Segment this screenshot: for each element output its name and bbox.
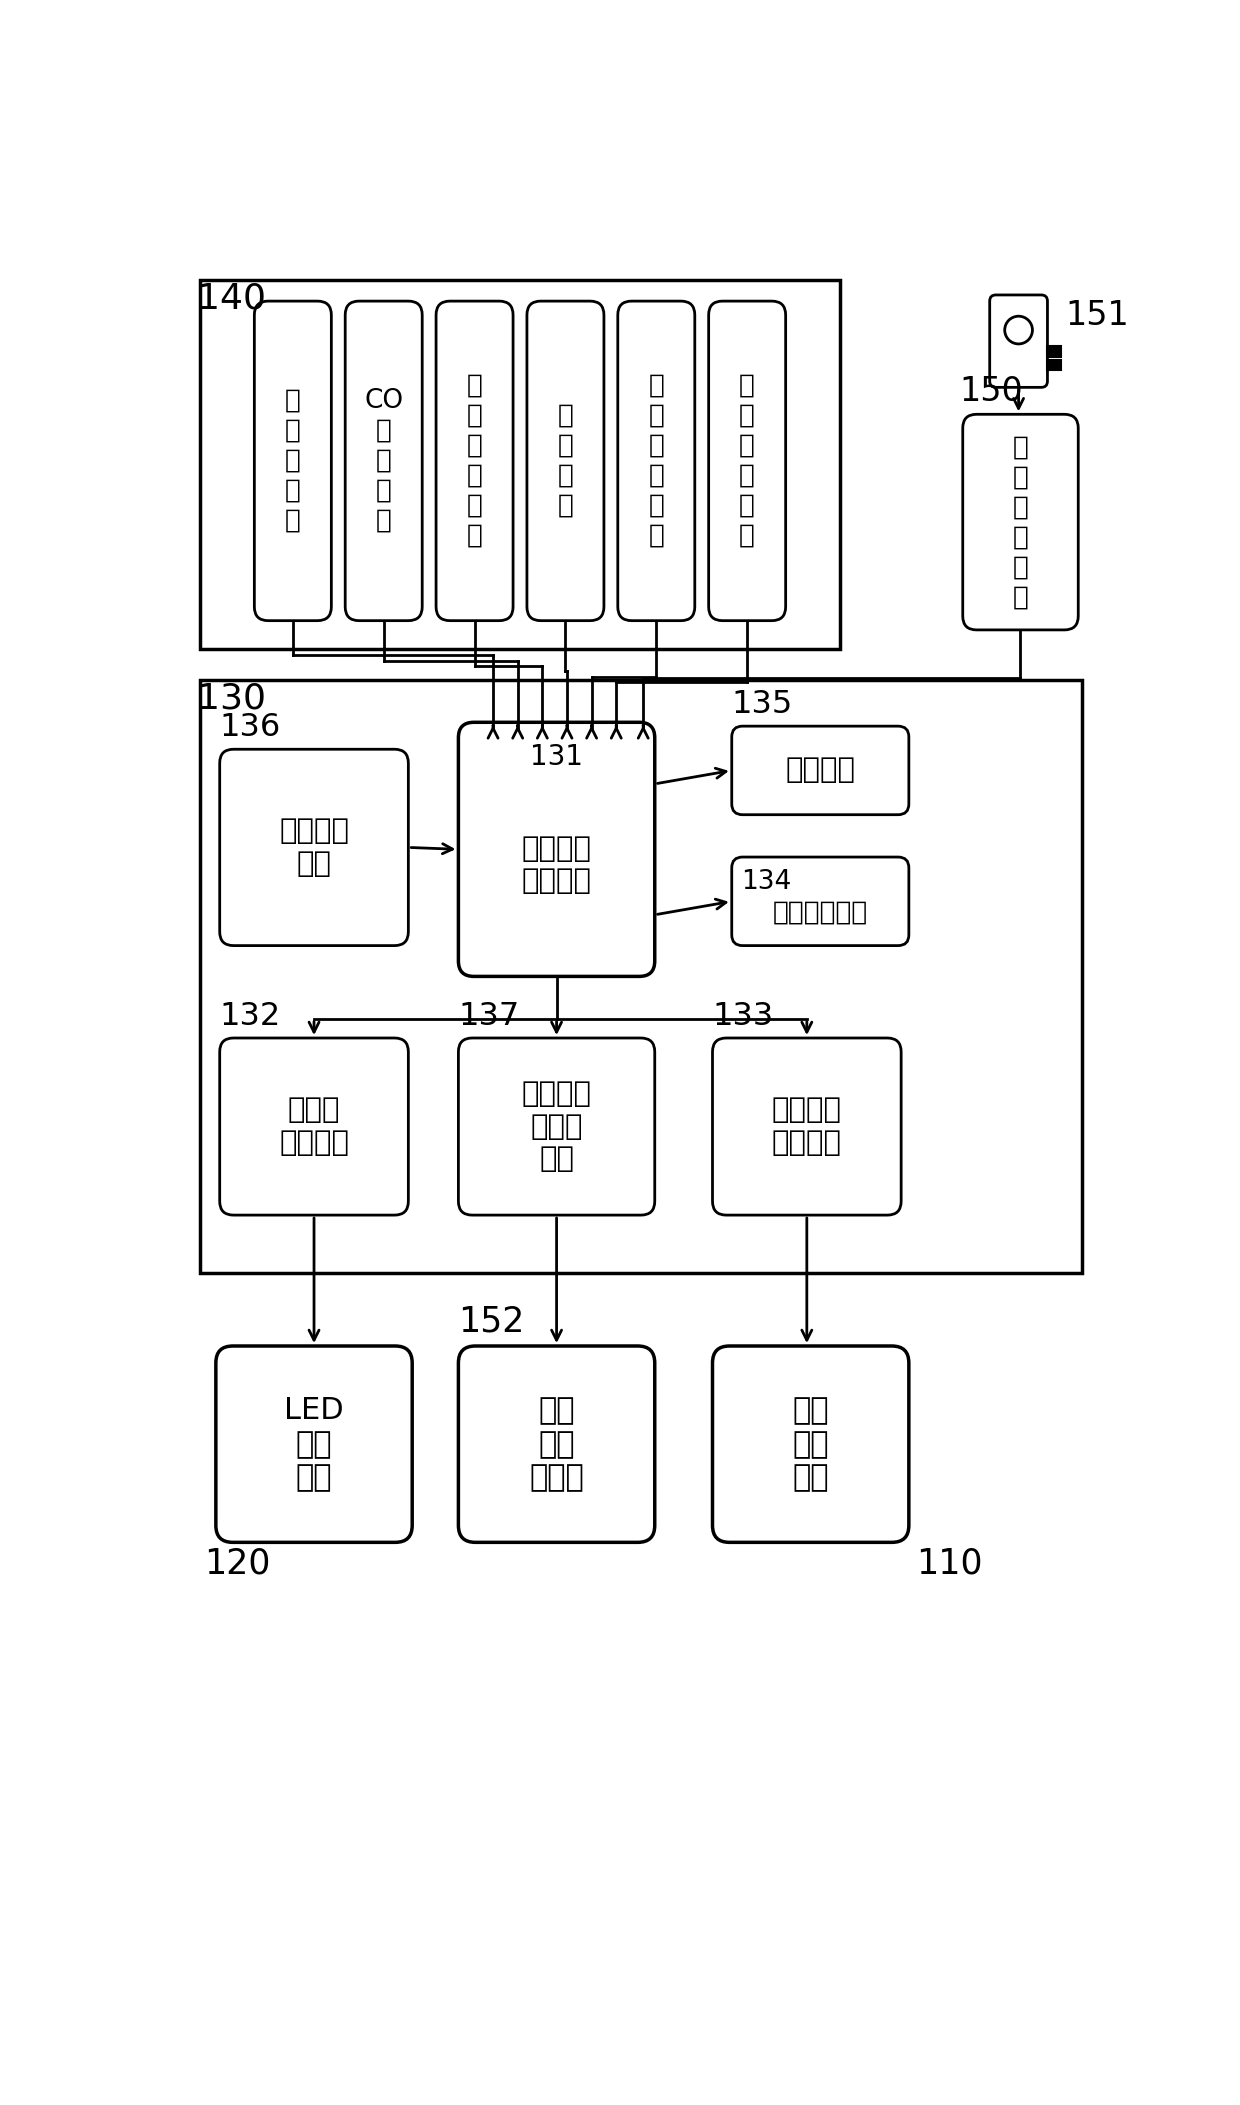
Text: 车位
占用
指示灯: 车位 占用 指示灯 — [529, 1396, 584, 1492]
FancyBboxPatch shape — [345, 301, 422, 621]
FancyBboxPatch shape — [732, 857, 909, 945]
Text: 风机启动
控制模块: 风机启动 控制模块 — [771, 1097, 842, 1158]
Text: 151: 151 — [1065, 299, 1128, 333]
Text: 110: 110 — [916, 1547, 983, 1581]
FancyBboxPatch shape — [459, 722, 655, 977]
Bar — [201, 280, 839, 648]
Text: 贯流
换气
风机: 贯流 换气 风机 — [792, 1396, 828, 1492]
FancyBboxPatch shape — [732, 726, 909, 815]
FancyBboxPatch shape — [713, 1345, 909, 1543]
FancyBboxPatch shape — [436, 301, 513, 621]
Text: 130: 130 — [197, 682, 265, 716]
Text: 131: 131 — [529, 743, 583, 770]
Text: 数据采集
处理单元: 数据采集 处理单元 — [522, 834, 591, 895]
FancyBboxPatch shape — [254, 301, 331, 621]
Text: 135: 135 — [732, 688, 794, 720]
Text: 车位占用
指示灯
驱动: 车位占用 指示灯 驱动 — [522, 1080, 591, 1172]
FancyBboxPatch shape — [216, 1345, 412, 1543]
FancyBboxPatch shape — [527, 301, 604, 621]
Bar — [1048, 360, 1061, 370]
Text: 温
湿
度
检
测: 温 湿 度 检 测 — [285, 387, 301, 535]
Bar — [201, 680, 1083, 1274]
Text: 可调节
恒流电源: 可调节 恒流电源 — [279, 1097, 348, 1158]
Text: 136: 136 — [219, 711, 281, 743]
Text: 红
外
热
释
检
测: 红 外 热 释 检 测 — [466, 373, 482, 549]
Text: LED
照明
灯具: LED 照明 灯具 — [284, 1396, 343, 1492]
Text: 140: 140 — [197, 282, 265, 316]
Text: 150: 150 — [959, 375, 1023, 408]
FancyBboxPatch shape — [459, 1345, 655, 1543]
Text: 微
波
检
测: 微 波 检 测 — [558, 402, 573, 520]
Text: 无线通信
单元: 无线通信 单元 — [279, 817, 348, 878]
Bar — [1048, 345, 1061, 356]
Text: 152: 152 — [459, 1305, 525, 1339]
FancyBboxPatch shape — [219, 749, 408, 945]
Text: CO
浓
度
检
测: CO 浓 度 检 测 — [365, 387, 403, 535]
FancyBboxPatch shape — [219, 1038, 408, 1215]
FancyBboxPatch shape — [618, 301, 694, 621]
Text: 134: 134 — [742, 869, 791, 895]
Text: 环
境
亮
度
检
测: 环 境 亮 度 检 测 — [739, 373, 755, 549]
Text: 显示单元: 显示单元 — [785, 756, 856, 785]
Text: 137: 137 — [459, 1000, 520, 1031]
FancyBboxPatch shape — [962, 415, 1079, 629]
Text: 133: 133 — [713, 1000, 774, 1031]
FancyBboxPatch shape — [713, 1038, 901, 1215]
FancyBboxPatch shape — [459, 1038, 655, 1215]
Text: 120: 120 — [205, 1547, 270, 1581]
FancyBboxPatch shape — [990, 295, 1048, 387]
Text: 车
位
占
用
分
析: 车 位 占 用 分 析 — [1013, 434, 1028, 610]
Text: 参数设定接口: 参数设定接口 — [773, 899, 868, 924]
Text: 安
装
高
度
检
测: 安 装 高 度 检 测 — [649, 373, 665, 549]
FancyBboxPatch shape — [708, 301, 786, 621]
Text: 132: 132 — [219, 1000, 281, 1031]
